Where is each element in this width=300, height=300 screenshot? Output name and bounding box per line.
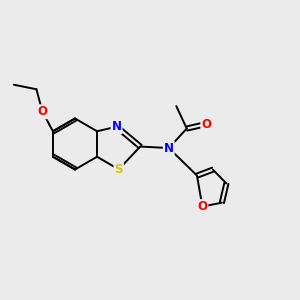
Text: S: S [114, 163, 123, 176]
Text: N: N [164, 142, 174, 154]
Text: N: N [112, 120, 122, 133]
Text: O: O [201, 118, 211, 130]
Text: O: O [197, 200, 207, 213]
Text: O: O [38, 105, 47, 118]
